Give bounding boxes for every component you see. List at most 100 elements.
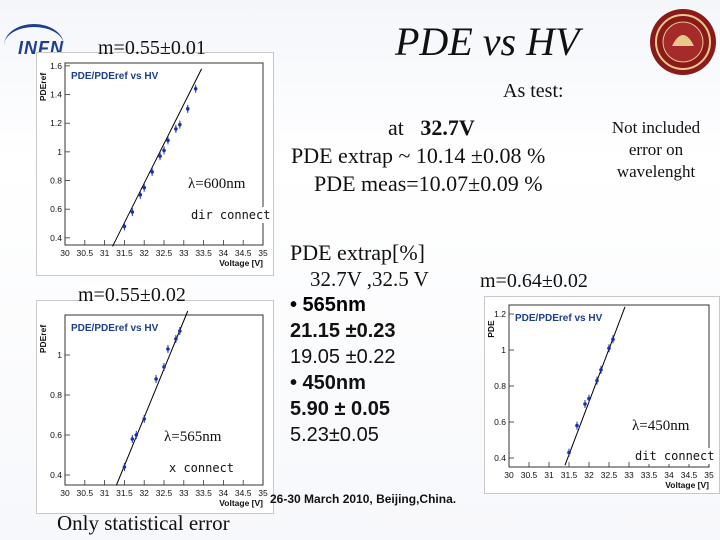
extrap-block: PDE extrap[%] 32.7V ,32.5 V • 565nm 21.1… [290,240,429,448]
x-tick-label: 34 [219,248,229,258]
y-tick-label: 1.2 [494,309,506,319]
x-tick-label: 35 [704,470,714,480]
y-axis-label: PDEref [38,325,48,354]
data-point [575,423,579,428]
fit-line [564,306,626,466]
extrap-item1-label: • 565nm [290,294,366,316]
y-tick-label: 0.4 [50,470,62,480]
plot-frame [508,304,710,468]
x-tick-label: 32.5 [156,488,173,498]
data-point [166,138,170,143]
plot-title: PDE/PDEref vs HV [71,323,159,334]
x-tick-label: 33 [179,248,189,258]
pde-extrap-line: PDE extrap ~ 10.14 ±0.08 % [291,143,546,168]
slope-label-565nm: m=0.55±0.02 [78,284,186,307]
data-point [599,368,603,372]
data-point [166,347,170,351]
y-tick-label: 1 [501,345,506,355]
data-point [130,437,135,441]
x-tick-label: 33.5 [641,470,658,480]
extrap-item2-label: • 450nm [290,372,366,394]
logo-arc [4,24,64,67]
x-tick-label: 35 [258,488,268,498]
data-point [611,337,615,341]
data-point [154,377,158,381]
data-point [150,170,154,174]
extrap-voltages: 32.7V ,32.5 V [310,267,429,291]
data-point [130,210,135,214]
x-tick-label: 32.5 [156,248,173,258]
x-tick-label: 35 [258,248,268,258]
connect-label-600nm: dir connect [188,207,274,223]
data-point [178,122,182,127]
fit-line [112,68,203,247]
x-tick-label: 32 [139,248,149,258]
extrap-item1-v1: 21.15 ±0.23 [290,320,396,342]
x-tick-label: 33.5 [195,248,212,258]
y-tick-label: 1.6 [50,61,62,71]
as-test-label: As test: [503,80,564,102]
y-axis-label: PDE [486,320,496,338]
data-point [122,224,127,229]
data-point [162,148,166,153]
x-tick-label: 30.5 [77,488,94,498]
data-point [178,329,182,333]
x-tick-label: 32 [584,470,594,480]
page-title: PDE vs HV [395,19,580,64]
x-tick-label: 31 [100,488,110,498]
extrap-item1-v2: 19.05 ±0.22 [290,346,396,368]
y-tick-label: 1.4 [50,90,62,100]
plot-frame [64,314,264,486]
x-tick-label: 34.5 [681,470,698,480]
slope-label-450nm: m=0.64±0.02 [480,270,588,292]
data-point [142,185,146,190]
y-tick-label: 0.8 [50,176,62,186]
x-tick-label: 31 [100,248,110,258]
y-tick-label: 1.2 [50,118,62,128]
x-tick-label: 34.5 [235,488,252,498]
data-point [607,346,611,350]
wavelength-label-450nm: λ=450nm [628,416,694,437]
data-point [158,154,162,158]
x-tick-label: 34.5 [235,248,252,258]
x-tick-label: 30 [60,248,70,258]
data-point [138,193,143,197]
x-tick-label: 34 [664,470,674,480]
at-label: at [388,115,404,140]
x-tick-label: 32.5 [601,470,618,480]
x-tick-label: 30.5 [77,248,94,258]
y-axis-label: PDEref [38,73,48,102]
chart-600nm: PDE/PDEref vs HV 30 30.5 31 31.5 32 32.5 33 33.5… [36,52,274,276]
x-tick-label: 31.5 [561,470,578,480]
x-tick-label: 31.5 [116,488,133,498]
wavelength-label-565nm: λ=565nm [160,427,226,448]
data-point [567,450,571,455]
x-axis-label: Voltage [V] [219,258,263,268]
x-tick-label: 31 [544,470,554,480]
x-tick-label: 33 [179,488,189,498]
data-point [185,107,190,111]
x-tick-label: 34 [219,488,229,498]
y-tick-label: 0.8 [494,381,506,391]
y-tick-label: 0.6 [494,417,506,427]
x-tick-label: 31.5 [116,248,133,258]
y-tick-label: 0.4 [50,233,62,243]
plot-title: PDE/PDEref vs HV [515,313,603,324]
data-point [134,433,139,437]
at-voltage-line: at 32.7V [388,115,475,141]
extrap-item2-v2: 5.23±0.05 [290,424,379,446]
x-tick-label: 33 [624,470,634,480]
x-tick-label: 33.5 [195,488,212,498]
chart-565nm: PDE/PDEref vs HV 30 30.5 31 31.5 32 32.5 33 33.5… [36,300,274,514]
data-point [142,417,146,421]
x-axis-label: Voltage [V] [219,498,263,508]
y-tick-label: 0.6 [50,430,62,440]
y-tick-label: 0.6 [50,204,62,214]
y-tick-label: 0.8 [50,390,62,400]
y-tick-label: 1 [57,147,62,157]
data-point [174,337,178,341]
x-axis-label: Voltage [V] [665,480,709,490]
extrap-heading: PDE extrap[%] [290,240,426,265]
data-point [595,378,599,383]
wavelength-label-600nm: λ=600nm [184,174,250,195]
